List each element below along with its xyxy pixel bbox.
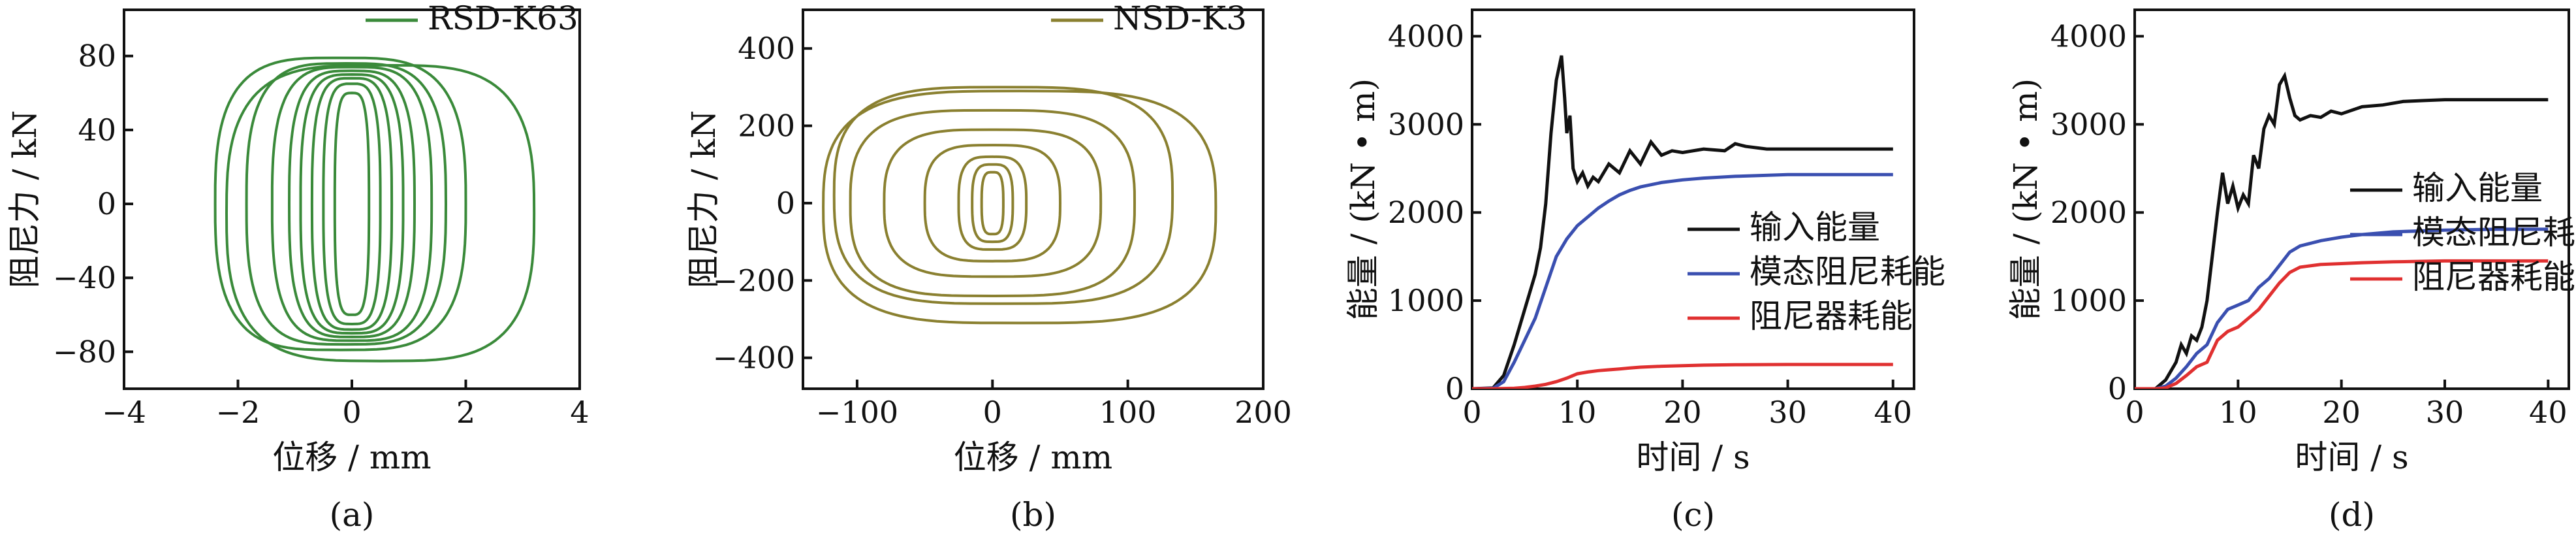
legend-label: 模态阻尼耗能 [2412,214,2576,252]
hysteresis-loop [971,163,1014,244]
hysteresis-loop [849,108,1137,298]
y-axis-title: 阻尼力 / kN [685,110,723,289]
legend-label: NSD-K3 [1113,0,1247,37]
x-axis-title: 时间 / s [2295,438,2408,476]
hysteresis-loop [957,155,1028,251]
hysteresis-loop [980,171,1005,236]
hysteresis-loop [245,61,448,346]
panel-b: −100 0 100 200 −400 −200 0 200 400 位移 / mm 阻尼力 / k… [685,0,1292,534]
legend-label: 阻尼器耗能 [1750,297,1913,335]
y-tick-label: 0 [97,186,116,221]
hysteresis-loop [225,63,536,363]
y-tick-label: −400 [713,340,795,376]
plot-area [213,56,536,363]
hysteresis-loop [213,56,467,351]
hysteresis-loop [333,91,371,316]
panel-label: (a) [330,496,375,534]
x-tick-label: 20 [1663,395,1702,430]
x-tick-label: 10 [2219,395,2257,430]
x-tick-label: −2 [216,395,260,430]
y-tick-label: 3000 [1388,106,1464,142]
legend-label: 输入能量 [1750,208,1880,246]
x-tick-label: 30 [2426,395,2464,430]
y-tick-label: 1000 [2050,283,2127,318]
x-tick-label: 10 [1558,395,1597,430]
y-tick-label: 200 [738,108,795,144]
y-tick-label: 80 [78,39,116,74]
x-axis-title: 位移 / mm [954,438,1112,476]
x-axis-title: 时间 / s [1636,438,1750,476]
hysteresis-loop [310,76,394,331]
hysteresis-loop [322,82,382,326]
panel-label: (c) [1671,496,1715,534]
y-tick-label: 0 [1445,371,1464,406]
y-tick-label: 4000 [2050,18,2127,54]
x-tick-label: −4 [102,395,146,430]
x-tick-label: 40 [2529,395,2568,430]
y-axis-title: 能量 / (kN • m) [1344,78,1382,320]
x-tick-label: 200 [1234,395,1292,430]
y-tick-label: 2000 [1388,195,1464,230]
x-tick-label: 0 [2125,395,2144,430]
x-tick-label: 0 [1462,395,1481,430]
y-tick-label: −40 [53,260,116,295]
series-line [1472,55,1893,389]
plot-area [822,86,1217,325]
panel-label: (b) [1010,496,1056,534]
hysteresis-loop [822,90,1217,325]
hysteresis-loop [923,144,1062,263]
series-line [2135,71,2549,389]
y-tick-label: 1000 [1388,283,1464,318]
x-tick-label: 0 [342,395,361,430]
hysteresis-loop [832,86,1174,305]
x-tick-label: 40 [1874,395,1912,430]
y-tick-label: 4000 [1388,18,1464,54]
plot-frame [2133,8,2570,390]
legend-label: 阻尼器耗能 [2412,258,2575,296]
y-tick-label: 0 [776,186,795,221]
hysteresis-loop [883,128,1103,278]
x-tick-label: −100 [816,395,898,430]
plot-area [1472,55,1893,389]
y-tick-label: −80 [53,334,116,369]
y-tick-label: 2000 [2050,195,2127,230]
panel-label: (d) [2329,496,2375,534]
x-axis-title: 位移 / mm [272,438,431,476]
y-tick-label: 400 [738,31,795,66]
hysteresis-loop [270,65,433,342]
x-tick-label: 20 [2322,395,2361,430]
x-tick-label: 0 [983,395,1002,430]
y-tick-label: −200 [713,263,795,298]
x-tick-label: 100 [1099,395,1157,430]
series-line [1472,363,1893,389]
legend-label: 模态阻尼耗能 [1750,253,1945,291]
y-tick-label: 0 [2108,371,2127,406]
legend-label: RSD-K63 [428,0,578,37]
y-axis-title: 能量 / (kN • m) [2007,78,2045,320]
y-tick-label: 40 [78,112,116,148]
hysteresis-loop [287,69,416,338]
x-tick-label: 2 [456,395,475,430]
x-tick-label: 4 [570,395,589,430]
legend-label: 输入能量 [2412,169,2543,207]
x-tick-label: 30 [1768,395,1807,430]
plot-frame [1471,8,1915,390]
y-axis-title: 阻尼力 / kN [6,110,44,289]
panel-c: 0 10 20 30 40 0 1000 2000 3000 4000 时间 / s 能量 / (kN… [1344,8,1945,534]
panel-a: −4 −2 0 2 4 −80 −40 0 40 80 位移 / mm 阻尼力 / kN (a) RSD-… [6,0,589,534]
series-line [2135,259,2549,389]
series-line [1472,172,1893,389]
hysteresis-loop [299,73,405,335]
series-line [2135,227,2549,389]
y-tick-label: 3000 [2050,106,2127,142]
plot-frame [802,8,1264,390]
panel-d: 0 10 20 30 40 0 1000 2000 3000 4000 时间 / s 能量 / (kN… [2007,8,2576,534]
